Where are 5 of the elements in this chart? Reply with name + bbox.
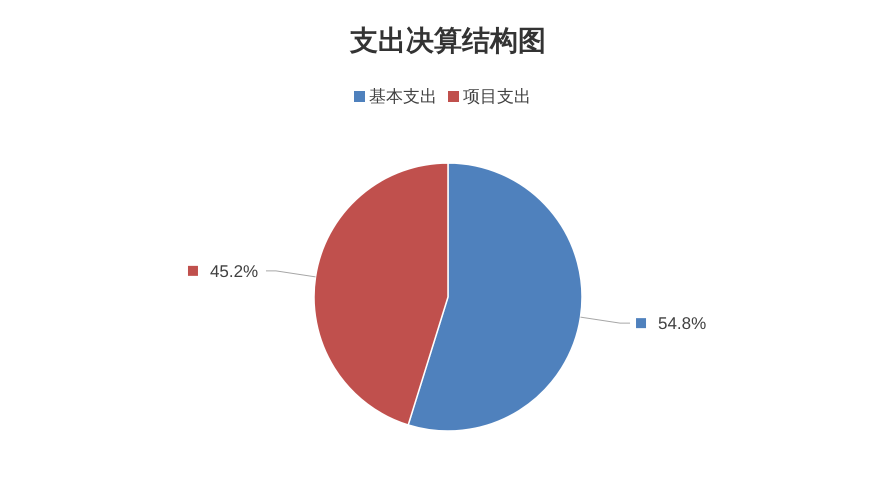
title: 支出决算结构图 — [350, 24, 546, 57]
data-label: 45.2% — [210, 262, 258, 281]
data-label: 54.8% — [658, 314, 706, 334]
legend-label: 项目支出 — [463, 87, 531, 106]
legend-label: 基本支出 — [369, 87, 437, 106]
